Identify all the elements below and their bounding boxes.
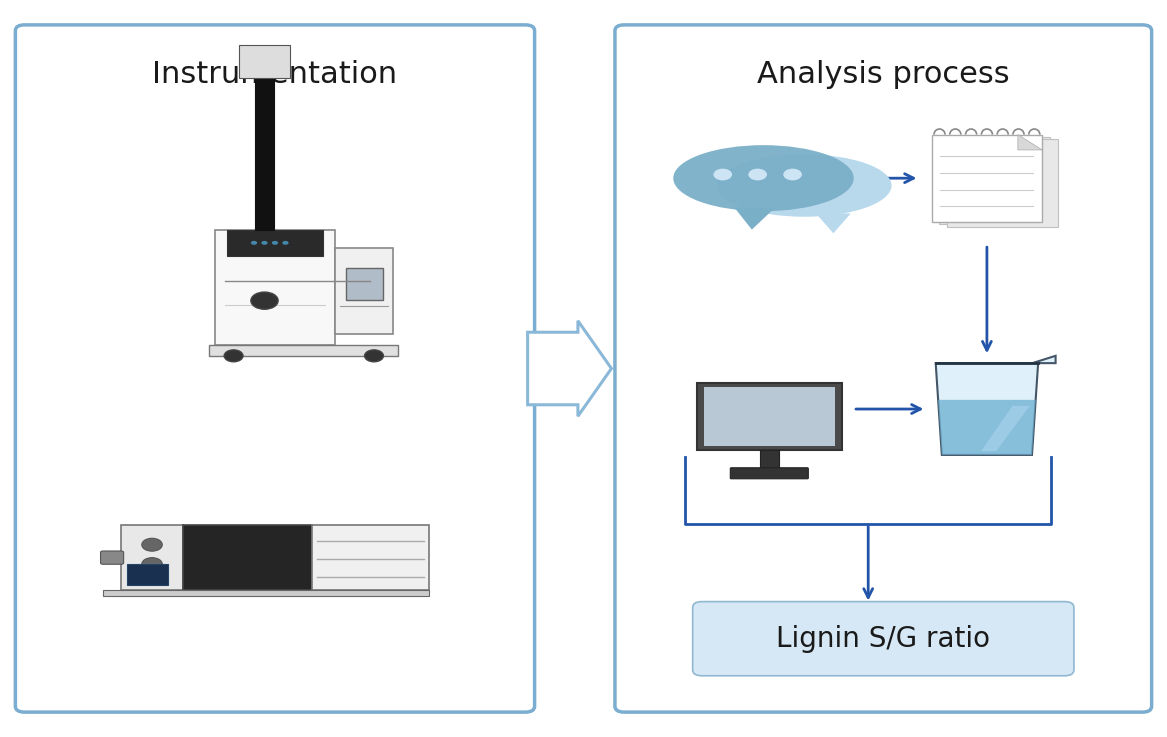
FancyBboxPatch shape <box>693 601 1074 676</box>
FancyBboxPatch shape <box>939 137 1050 224</box>
Circle shape <box>748 169 767 181</box>
Ellipse shape <box>717 154 892 217</box>
FancyBboxPatch shape <box>948 139 1057 227</box>
FancyBboxPatch shape <box>127 564 168 584</box>
Circle shape <box>364 350 384 362</box>
FancyBboxPatch shape <box>121 525 183 590</box>
Ellipse shape <box>282 241 288 245</box>
FancyBboxPatch shape <box>697 383 843 450</box>
Text: Lignin S/G ratio: Lignin S/G ratio <box>776 625 991 653</box>
FancyBboxPatch shape <box>615 25 1152 712</box>
FancyBboxPatch shape <box>183 525 312 590</box>
Polygon shape <box>816 214 851 233</box>
Polygon shape <box>734 208 775 230</box>
FancyBboxPatch shape <box>256 77 274 230</box>
Ellipse shape <box>272 241 278 245</box>
Polygon shape <box>527 321 612 416</box>
FancyBboxPatch shape <box>931 135 1042 222</box>
Ellipse shape <box>261 241 267 245</box>
Circle shape <box>251 292 278 310</box>
FancyBboxPatch shape <box>312 525 428 590</box>
FancyBboxPatch shape <box>335 248 393 334</box>
Polygon shape <box>981 406 1029 451</box>
FancyBboxPatch shape <box>103 590 428 596</box>
FancyBboxPatch shape <box>226 230 323 256</box>
Circle shape <box>224 350 243 362</box>
Circle shape <box>783 169 802 181</box>
FancyBboxPatch shape <box>704 387 836 446</box>
FancyBboxPatch shape <box>100 551 124 565</box>
Polygon shape <box>936 363 1039 455</box>
Circle shape <box>142 558 162 570</box>
Text: Analysis process: Analysis process <box>757 60 1009 89</box>
FancyBboxPatch shape <box>760 450 778 469</box>
FancyBboxPatch shape <box>239 45 289 77</box>
FancyBboxPatch shape <box>345 268 384 300</box>
Polygon shape <box>1018 135 1042 150</box>
FancyBboxPatch shape <box>215 230 335 345</box>
Polygon shape <box>938 400 1035 455</box>
Ellipse shape <box>251 241 257 245</box>
Ellipse shape <box>673 145 854 212</box>
Circle shape <box>713 169 732 181</box>
Text: Instrumentation: Instrumentation <box>153 60 398 89</box>
Circle shape <box>142 538 162 551</box>
FancyBboxPatch shape <box>210 345 398 356</box>
FancyBboxPatch shape <box>15 25 534 712</box>
FancyBboxPatch shape <box>731 468 809 479</box>
Polygon shape <box>1033 356 1056 363</box>
